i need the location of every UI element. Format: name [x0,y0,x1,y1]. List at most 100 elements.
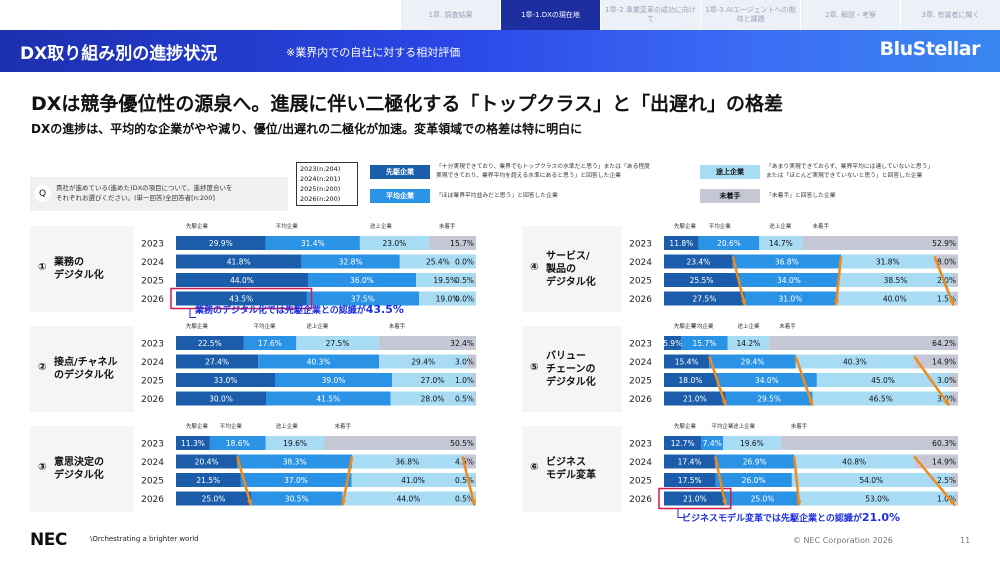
bar-segment [664,436,702,450]
data-label: 29.4% [741,358,765,367]
data-label: 29.5% [757,395,781,404]
year-label: 2025 [629,477,652,487]
bar-segment [744,291,836,306]
data-label: 28.0% [421,395,445,404]
bar-segment [698,236,760,250]
tab-dx-current[interactable]: 1章-1.DXの現在地 [500,0,600,30]
data-label: 30.0% [209,395,233,404]
legend-not-started: 未着手 [700,189,760,203]
bar-segment [265,436,325,450]
segment-header: 先駆企業 [186,422,209,430]
data-label: 38.5% [884,276,908,285]
bar-segment [176,373,275,387]
note-bracket [189,308,196,318]
bar-segment [176,236,266,250]
data-label: 34.0% [777,276,801,285]
data-label: 0.5% [455,276,474,285]
tab-ai-agent[interactable]: 1章-3.AIエージェントへの期待と課題 [700,0,800,30]
bar-segment [949,373,958,387]
data-label: 21.0% [683,495,707,504]
data-label: 19.0% [436,295,460,304]
trend-arrow-head [796,499,802,506]
bar-segment [802,236,958,250]
bar-segment [664,391,726,406]
legend-average: 平均企業 [370,189,430,203]
segment-header: 途上企業 [733,422,756,430]
data-label: 0.5% [455,476,474,485]
tab-chapter1[interactable]: 1章. 調査結果 [400,0,500,30]
trend-arrow-head [808,399,814,406]
trend-arrow [341,456,354,506]
trend-arrow-head [721,399,727,406]
bar-segment [664,473,716,487]
bar-segment [275,373,392,387]
bar-segment [725,491,800,506]
panel-label: 業務の デジタル化 [54,257,104,281]
bar-segment [952,273,958,287]
data-label: 18.6% [226,439,250,448]
year-label: 2025 [141,477,164,487]
bar-segment [759,236,803,250]
year-label: 2023 [629,440,652,450]
segment-header: 途上企業 [738,322,761,330]
data-label: 23.4% [686,258,710,267]
data-label: 27.5% [326,339,350,348]
bar-segment [428,236,476,250]
data-label: 19.6% [740,439,764,448]
data-label: 1.0% [455,376,474,385]
bar-segment [351,473,475,487]
year-label: 2023 [629,240,652,250]
data-label: 0.5% [455,495,474,504]
bar-segment [176,336,244,350]
data-label: 44.0% [230,276,254,285]
data-label: 17.4% [678,458,702,467]
year-label: 2023 [141,340,164,350]
trend-arrow-head [833,299,840,306]
question-box: Q 貴社が進めている(進めた)DXの項目について、進捗度合いを それぞれお選びく… [30,177,288,211]
tab-chapter3[interactable]: 3章. 有識者に聞く [900,0,1000,30]
bar-segment [816,373,950,387]
bar-segment [379,354,468,369]
segment-header: 先駆企業 [186,322,209,330]
data-label: 26.0% [742,476,766,485]
panel-label: 意思決定の デジタル化 [54,457,104,481]
data-label: 19.6% [283,439,307,448]
data-label: 40.8% [842,458,866,467]
year-label: 2024 [141,358,164,368]
year-label: 2024 [141,458,164,468]
question-text: 貴社が進めている(進めた)DXの項目について、進捗度合いを それぞれお選びくださ… [56,184,233,202]
segment-header: 未着手 [779,322,796,330]
segment-header: 未着手 [335,422,352,430]
bar-segment [664,254,733,269]
bar-segment [738,273,839,287]
trend-arrow [834,256,843,306]
data-label: 40.0% [883,295,907,304]
note-business-model: ビジネスモデル変革では先駆企業との認識が21.0% [682,511,901,524]
data-label: 25.0% [751,495,775,504]
subheadline: DXの進捗は、平均的な企業がやや減り、優位/出遅れの二極化が加速。変革領域での格… [31,122,583,136]
data-label: 36.8% [395,458,419,467]
bar-segment [419,291,476,306]
bar-segment [301,254,400,269]
trend-arrow-head [949,499,956,506]
panel-label: ビジネス モデル変革 [546,457,596,481]
bar-segment [176,273,308,287]
data-label: 11.8% [669,239,693,248]
data-label: 43.5% [229,295,253,304]
trend-arrow-head [722,499,728,506]
tagline: \Orchestrating a brighter world [90,535,199,543]
year-label: 2025 [141,277,164,287]
bar-segment [258,354,380,369]
data-label: 34.0% [755,376,779,385]
bar-segment [176,454,238,469]
data-label: 20.6% [717,239,741,248]
bar-segment [209,436,266,450]
bar-segment [265,236,360,250]
bar-segment [715,473,792,487]
trend-arrow-head [340,499,347,506]
segment-header: 先駆企業 [674,322,697,330]
tab-business-transformation[interactable]: 1章-2.事業変革の成功に向けて [600,0,700,30]
data-label: 25.4% [426,258,450,267]
data-label: 21.5% [196,476,220,485]
tab-chapter2[interactable]: 2章. 解説・考察 [800,0,900,30]
